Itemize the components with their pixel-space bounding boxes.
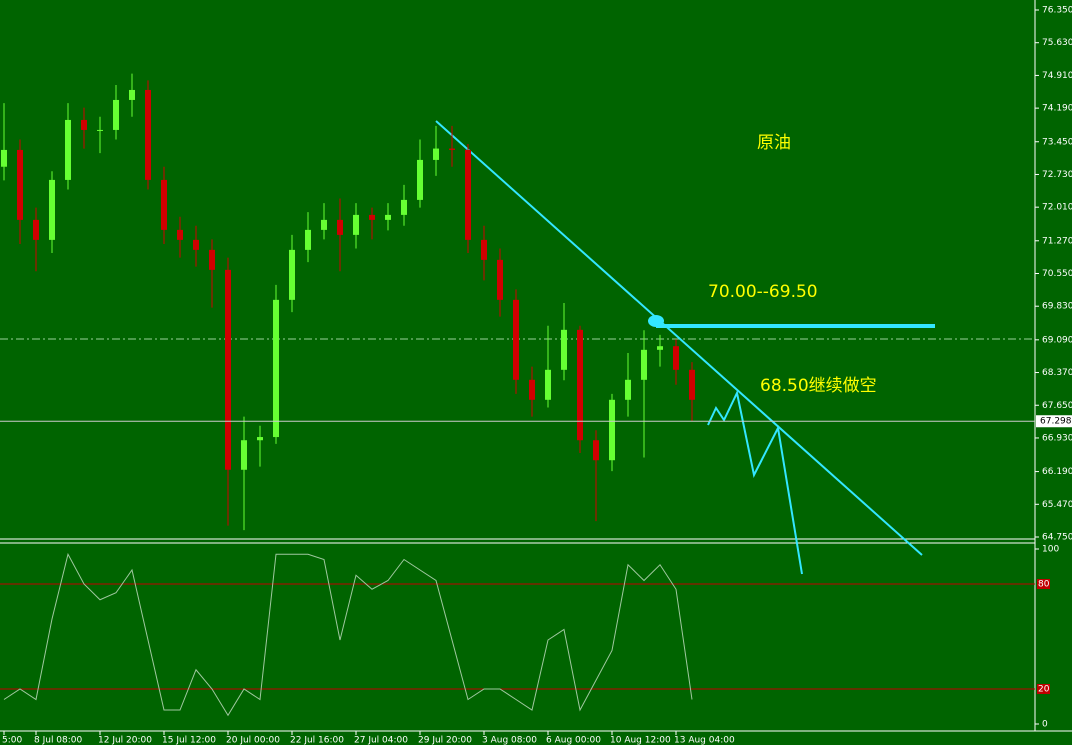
y-tick-label: 72.010 bbox=[1042, 203, 1072, 213]
current-price-box bbox=[1036, 415, 1072, 428]
y-tick-label: 67.650 bbox=[1042, 401, 1072, 411]
x-tick-label: 6 Aug 00:00 bbox=[546, 736, 601, 745]
y-tick-label: 69.830 bbox=[1042, 302, 1072, 312]
x-tick-label: 3 Aug 08:00 bbox=[482, 736, 537, 745]
x-tick-label: 8 Jul 08:00 bbox=[34, 736, 83, 745]
candle-body bbox=[33, 219, 39, 240]
y-tick-label: 68.370 bbox=[1042, 368, 1072, 378]
candle-body bbox=[529, 379, 535, 400]
current-price-label: 67.298 bbox=[1040, 417, 1072, 427]
y-tick-label: 65.470 bbox=[1042, 500, 1072, 510]
candle-body bbox=[225, 269, 231, 470]
y-tick-label: 75.630 bbox=[1042, 38, 1072, 48]
annotation: 原油 bbox=[757, 133, 791, 153]
candle-body bbox=[305, 229, 311, 250]
candle-body bbox=[641, 349, 647, 380]
candle-body bbox=[241, 440, 247, 470]
y-tick-label: 73.450 bbox=[1042, 137, 1072, 147]
y-tick-label: 66.190 bbox=[1042, 467, 1072, 477]
candle-body bbox=[289, 249, 295, 300]
candle-body bbox=[401, 199, 407, 215]
y-tick-label: 66.930 bbox=[1042, 433, 1072, 443]
candle-body bbox=[97, 129, 103, 131]
level-box bbox=[1037, 684, 1050, 694]
y-tick-label: 0 bbox=[1042, 720, 1048, 730]
y-tick-label: 69.090 bbox=[1042, 335, 1072, 345]
candle-body bbox=[513, 299, 519, 380]
x-tick-label: 20 Jul 00:00 bbox=[226, 736, 280, 745]
y-tick-label: 64.750 bbox=[1042, 533, 1072, 543]
x-tick-label: 22 Jul 16:00 bbox=[290, 736, 344, 745]
candle-body bbox=[257, 437, 263, 441]
candle-body bbox=[337, 219, 343, 235]
candle-body bbox=[353, 214, 359, 235]
x-tick-label: 13 Aug 04:00 bbox=[674, 736, 735, 745]
x-tick-label: 15 Jul 12:00 bbox=[162, 736, 216, 745]
candle-body bbox=[609, 399, 615, 461]
touch-point bbox=[648, 315, 664, 327]
level-label: 80 bbox=[1038, 580, 1050, 590]
y-tick-label: 71.270 bbox=[1042, 236, 1072, 246]
candle-body bbox=[177, 229, 183, 240]
candle-body bbox=[113, 99, 119, 130]
candle-body bbox=[65, 119, 71, 180]
candle-body bbox=[1, 149, 7, 167]
x-tick-label: 5:00 bbox=[2, 736, 22, 745]
candle-body bbox=[689, 369, 695, 400]
candle-body bbox=[209, 249, 215, 270]
candle-body bbox=[545, 369, 551, 400]
candle-body bbox=[433, 148, 439, 160]
candle-body bbox=[369, 214, 375, 220]
level-label: 20 bbox=[1038, 685, 1050, 695]
x-tick-label: 10 Aug 12:00 bbox=[610, 736, 671, 745]
candle-body bbox=[49, 179, 55, 240]
x-tick-label: 27 Jul 04:00 bbox=[354, 736, 408, 745]
candle-body bbox=[17, 149, 23, 220]
candle-body bbox=[385, 214, 391, 220]
y-tick-label: 100 bbox=[1042, 545, 1059, 555]
annotation: 68.50继续做空 bbox=[760, 376, 877, 396]
candle-body bbox=[161, 179, 167, 230]
candle-body bbox=[561, 329, 567, 370]
y-tick-label: 74.910 bbox=[1042, 71, 1072, 81]
annotation: 70.00--69.50 bbox=[708, 282, 818, 302]
candle-body bbox=[81, 119, 87, 130]
candle-body bbox=[273, 299, 279, 438]
x-tick-label: 29 Jul 20:00 bbox=[418, 736, 472, 745]
candle-body bbox=[593, 440, 599, 461]
candle-body bbox=[577, 329, 583, 441]
y-tick-label: 74.190 bbox=[1042, 104, 1072, 114]
candle-body bbox=[129, 89, 135, 100]
candle-body bbox=[145, 89, 151, 180]
candle-body bbox=[417, 159, 423, 200]
candle-body bbox=[673, 346, 679, 370]
projection-path bbox=[707, 389, 803, 575]
candle-body bbox=[625, 379, 631, 400]
candle-body bbox=[481, 239, 487, 260]
candle-body bbox=[465, 149, 471, 240]
y-tick-label: 70.550 bbox=[1042, 269, 1072, 279]
candle-body bbox=[657, 346, 663, 350]
level-box bbox=[1037, 579, 1050, 589]
trend-line bbox=[435, 120, 923, 556]
candle-body bbox=[449, 148, 455, 150]
candle-body bbox=[321, 219, 327, 230]
y-tick-label: 72.730 bbox=[1042, 170, 1072, 180]
y-tick-label: 76.350 bbox=[1042, 6, 1072, 16]
candle-body bbox=[497, 259, 503, 300]
candle-body bbox=[193, 239, 199, 250]
oscillator-line bbox=[3, 552, 693, 717]
x-tick-label: 12 Jul 20:00 bbox=[98, 736, 152, 745]
